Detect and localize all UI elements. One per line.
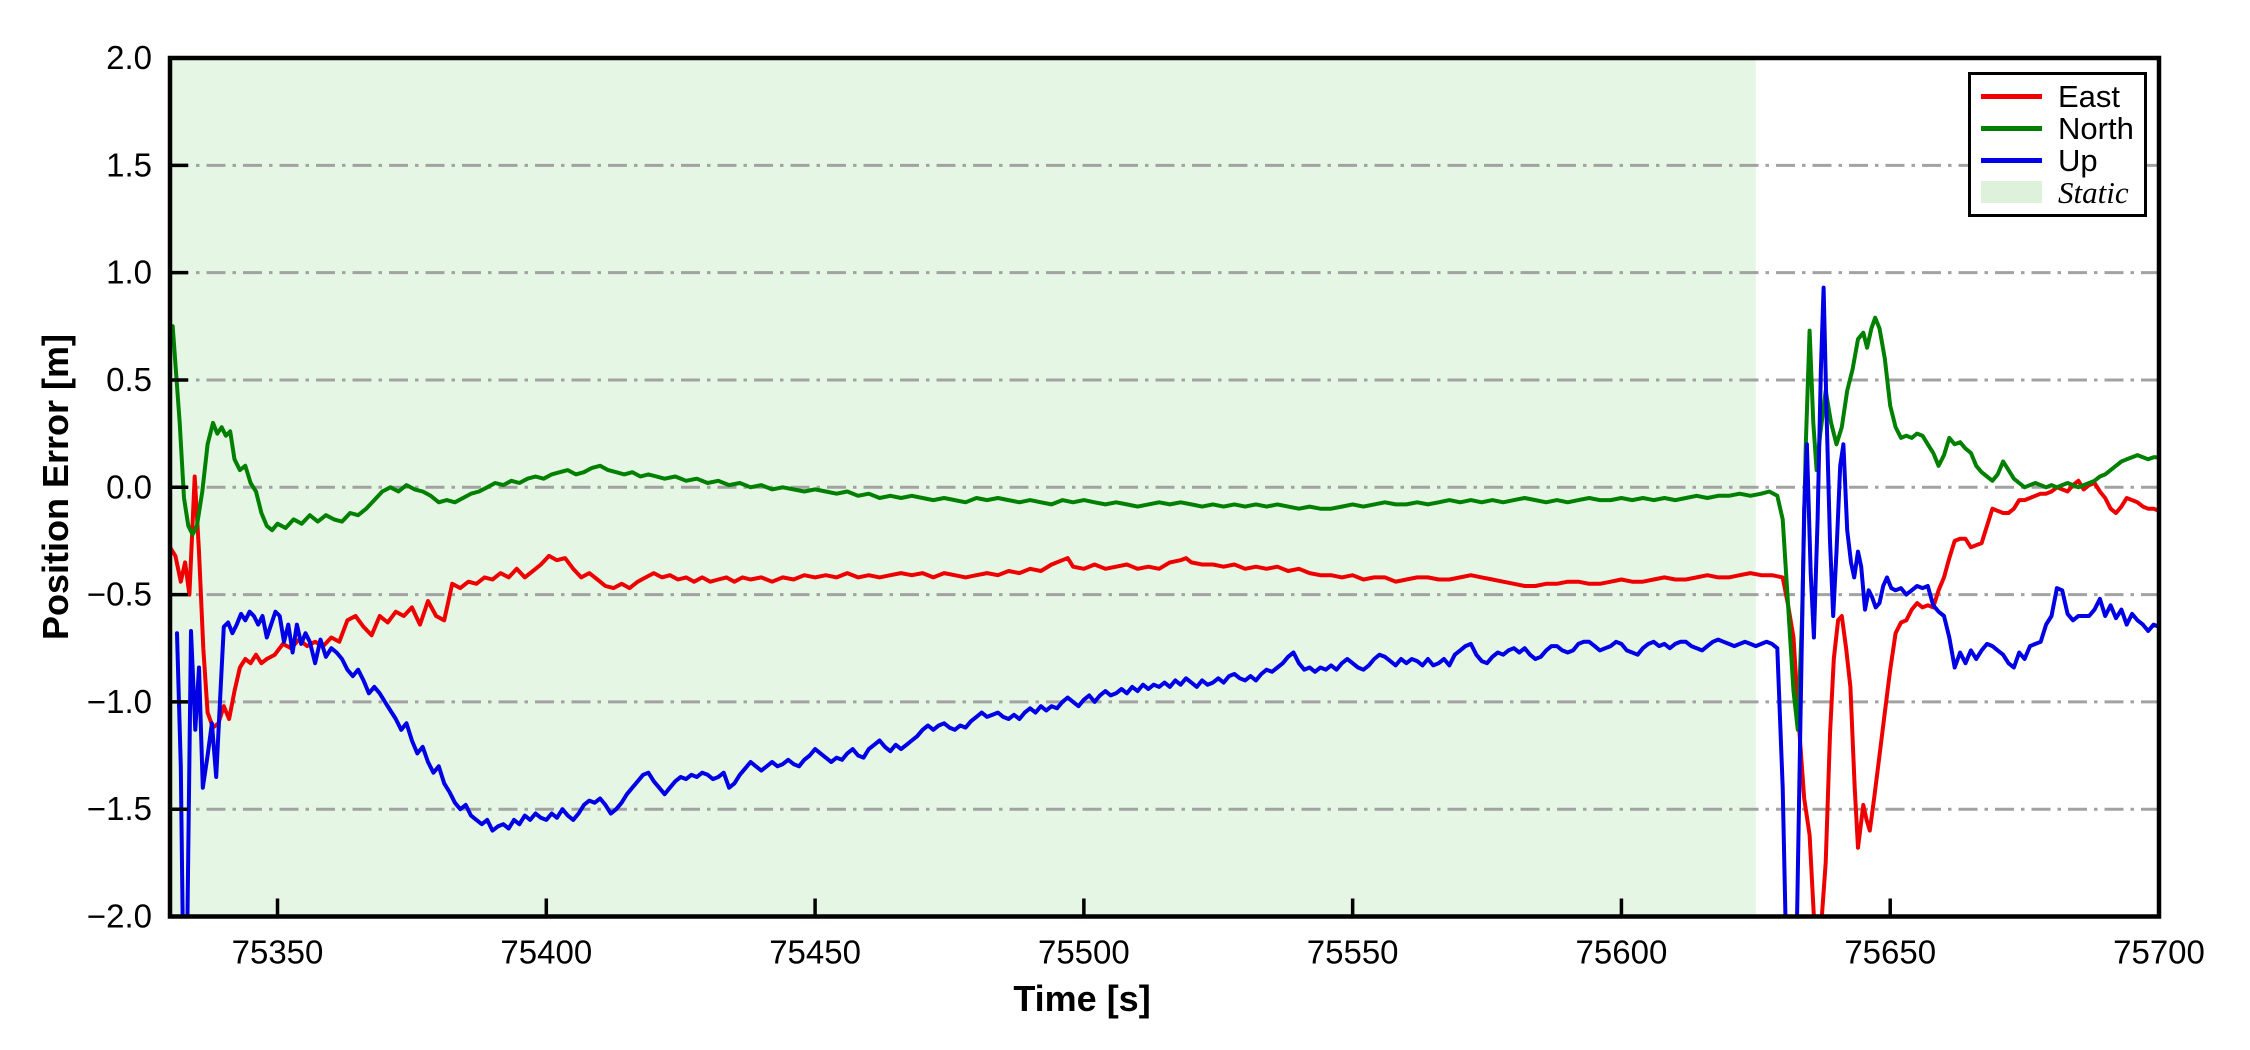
x-tick-label: 75600	[1576, 934, 1668, 971]
legend-label-up: Up	[2058, 142, 2098, 178]
y-tick-label: 2.0	[106, 39, 152, 76]
legend-line-sample-east	[1981, 94, 2042, 100]
x-tick-label: 75500	[1038, 934, 1130, 971]
legend-patch-sample-static	[1981, 181, 2042, 204]
legend-label-static: Static	[2058, 174, 2129, 210]
y-tick-label: −1.5	[87, 790, 152, 827]
y-tick-label: 1.5	[106, 146, 152, 183]
x-tick-label: 75700	[2113, 934, 2205, 971]
legend-entry-up: Up	[1981, 145, 2144, 177]
series-line-east	[170, 474, 2159, 917]
y-tick-label: 0.5	[106, 361, 152, 398]
y-tick-label: −1.0	[87, 683, 152, 720]
x-tick-label: 75400	[500, 934, 592, 971]
y-tick-label: 1.0	[106, 254, 152, 291]
legend: East North Up Static	[1968, 72, 2147, 217]
y-tick-label: −0.5	[87, 576, 152, 613]
y-axis-label: Position Error [m]	[35, 333, 76, 641]
y-tick-label: 0.0	[106, 468, 152, 505]
y-tick-label: −2.0	[87, 898, 152, 935]
legend-line-sample-up	[1981, 157, 2042, 163]
x-tick-label: 75650	[1844, 934, 1936, 971]
x-tick-label: 75350	[232, 934, 324, 971]
legend-line-sample-north	[1981, 126, 2042, 132]
legend-entry-north: North	[1981, 113, 2144, 145]
series-line-north	[170, 315, 2159, 732]
legend-label-north: North	[2058, 111, 2134, 147]
x-axis-label: Time [s]	[1013, 978, 1151, 1019]
plot-border	[167, 55, 2162, 919]
legend-label-east: East	[2058, 79, 2121, 115]
x-tick-label: 75550	[1307, 934, 1399, 971]
legend-entry-east: East	[1981, 81, 2144, 113]
x-tick-label: 75450	[769, 934, 861, 971]
legend-entry-static: Static	[1981, 176, 2144, 208]
series-line-up	[175, 285, 2159, 917]
